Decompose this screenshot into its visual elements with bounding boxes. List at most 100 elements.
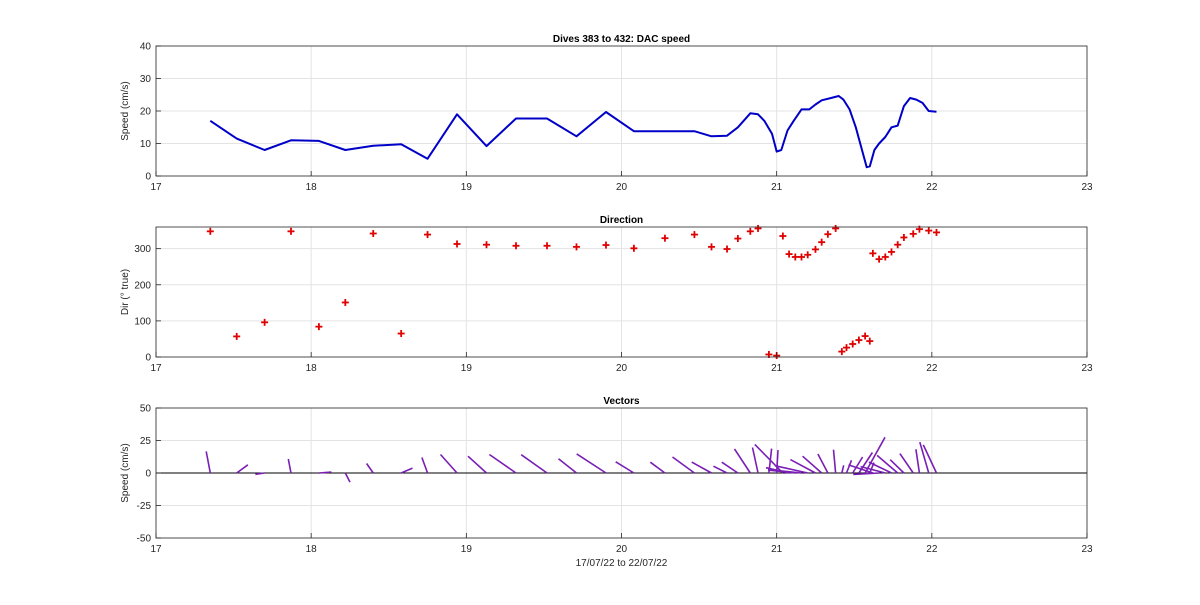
direction-point bbox=[824, 230, 832, 238]
velocity-vector bbox=[691, 461, 712, 474]
velocity-vector bbox=[365, 463, 374, 474]
x-tick-label: 19 bbox=[461, 544, 473, 555]
velocity-vector bbox=[919, 441, 930, 474]
y-tick-label: 20 bbox=[140, 107, 152, 118]
x-tick-label: 18 bbox=[306, 363, 318, 374]
y-tick-label: -25 bbox=[137, 501, 152, 512]
direction-point bbox=[842, 344, 850, 352]
velocity-vector bbox=[400, 467, 413, 474]
velocity-vector bbox=[775, 450, 779, 474]
velocity-vector bbox=[922, 444, 938, 474]
x-tick-label: 19 bbox=[461, 363, 473, 374]
x-tick-label: 21 bbox=[771, 182, 783, 193]
velocity-vector bbox=[817, 453, 829, 474]
x-tick-label: 20 bbox=[616, 544, 628, 555]
velocity-vector bbox=[520, 454, 548, 474]
velocity-vector bbox=[615, 461, 635, 474]
velocity-vector bbox=[832, 449, 837, 474]
x-tick-label: 20 bbox=[616, 363, 628, 374]
direction-point bbox=[869, 249, 877, 257]
direction-point bbox=[866, 337, 874, 345]
direction-point bbox=[341, 298, 349, 306]
velocity-vector bbox=[439, 453, 458, 474]
direction-point bbox=[206, 227, 214, 235]
velocity-vector bbox=[860, 465, 886, 474]
direction-point bbox=[723, 245, 731, 253]
velocity-vector bbox=[864, 436, 886, 474]
direction-point bbox=[849, 340, 857, 348]
velocity-vector bbox=[649, 461, 666, 474]
velocity-vector bbox=[421, 457, 429, 474]
direction-point bbox=[900, 233, 908, 241]
velocity-vector bbox=[841, 465, 845, 474]
velocity-vector bbox=[915, 449, 921, 474]
direction-point bbox=[707, 243, 715, 251]
direction-point bbox=[832, 224, 840, 232]
velocity-vector bbox=[287, 458, 292, 474]
direction-point bbox=[734, 235, 742, 243]
speed-panel: 17 18 19 20 21 22 23 0 10 20 30 40 Dives 383 to 432:… bbox=[120, 34, 1093, 193]
velocity-vector bbox=[876, 454, 899, 474]
velocity-vector bbox=[576, 453, 607, 474]
direction-point bbox=[543, 242, 551, 250]
y-tick-label: 0 bbox=[145, 353, 151, 364]
velocity-vector bbox=[868, 461, 892, 474]
y-axis-label: Speed (cm/s) bbox=[120, 81, 131, 140]
direction-point bbox=[838, 348, 846, 356]
y-axis-label: Dir (° true) bbox=[120, 269, 131, 315]
direction-panel: 17 18 19 20 21 22 23 0 100 200 300 Direction Dir (° … bbox=[120, 215, 1093, 374]
direction-point bbox=[861, 332, 869, 340]
speed-line bbox=[209, 95, 937, 169]
direction-point bbox=[804, 251, 812, 259]
direction-point bbox=[746, 227, 754, 235]
direction-point bbox=[887, 248, 895, 256]
direction-point bbox=[894, 241, 902, 249]
y-tick-label: 200 bbox=[134, 280, 151, 291]
direction-point bbox=[315, 323, 323, 331]
direction-point bbox=[453, 240, 461, 248]
y-tick-label: 30 bbox=[140, 74, 152, 85]
direction-point bbox=[881, 253, 889, 261]
velocity-vector bbox=[848, 464, 874, 474]
direction-point bbox=[855, 336, 863, 344]
velocity-vector bbox=[672, 456, 695, 474]
y-tick-label: 300 bbox=[134, 244, 151, 255]
y-axis-label: Speed (cm/s) bbox=[120, 443, 131, 502]
y-tick-label: 100 bbox=[134, 316, 151, 327]
velocity-vector bbox=[488, 453, 517, 474]
velocity-vector bbox=[205, 451, 212, 474]
panel-title: Vectors bbox=[603, 396, 640, 407]
direction-point bbox=[261, 318, 269, 326]
direction-point bbox=[909, 230, 917, 238]
x-axis-label: 17/07/22 to 22/07/22 bbox=[576, 558, 668, 569]
x-tick-label: 17 bbox=[150, 182, 162, 193]
direction-point bbox=[811, 245, 819, 253]
direction-point bbox=[779, 232, 787, 240]
velocity-vector bbox=[767, 468, 802, 474]
x-tick-label: 23 bbox=[1081, 363, 1093, 374]
velocity-vector bbox=[558, 458, 577, 474]
direction-point bbox=[630, 244, 638, 252]
x-tick-label: 19 bbox=[461, 182, 473, 193]
velocity-vector bbox=[853, 472, 880, 476]
x-tick-label: 18 bbox=[306, 182, 318, 193]
direction-point bbox=[287, 227, 295, 235]
x-tick-label: 21 bbox=[771, 363, 783, 374]
velocity-vector bbox=[733, 448, 751, 474]
velocity-vector bbox=[802, 455, 823, 474]
x-tick-label: 22 bbox=[926, 182, 938, 193]
vectors-panel: 17 18 19 20 21 22 23 -50 -25 0 25 50 Vectors Speed (c… bbox=[120, 396, 1093, 569]
velocity-vector bbox=[344, 472, 351, 483]
velocity-vector bbox=[751, 447, 759, 474]
velocity-vector bbox=[852, 456, 864, 474]
y-tick-label: 10 bbox=[140, 139, 152, 150]
y-tick-label: 50 bbox=[140, 404, 152, 415]
direction-point bbox=[797, 253, 805, 261]
y-tick-label: 40 bbox=[140, 42, 152, 53]
direction-point bbox=[875, 255, 883, 263]
x-tick-label: 22 bbox=[926, 544, 938, 555]
velocity-vector bbox=[467, 455, 488, 474]
x-tick-label: 17 bbox=[150, 544, 162, 555]
velocity-vector bbox=[845, 460, 853, 474]
x-tick-label: 21 bbox=[771, 544, 783, 555]
